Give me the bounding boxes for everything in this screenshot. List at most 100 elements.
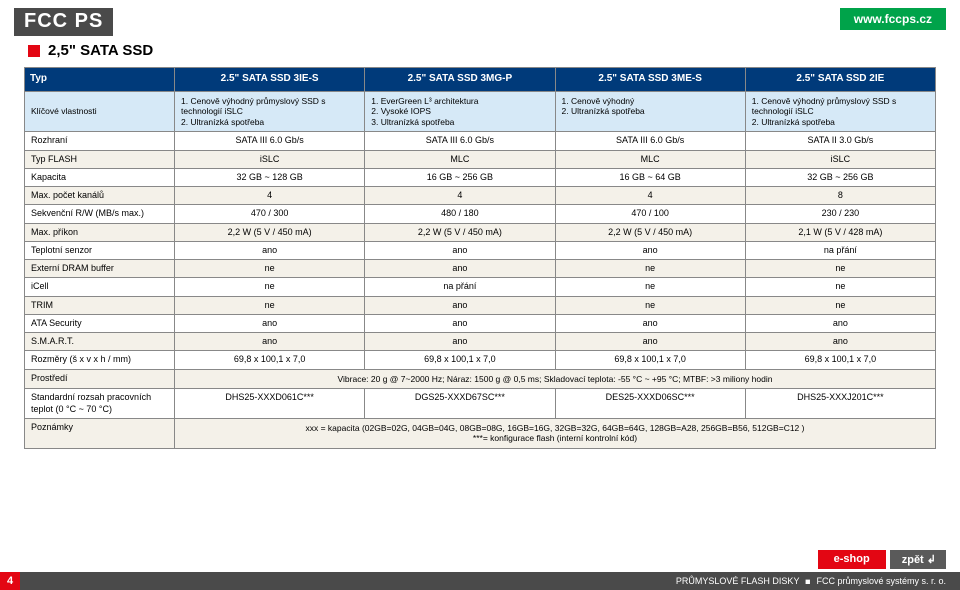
cell: SATA II 3.0 Gb/s <box>745 132 935 150</box>
cell: na přání <box>745 241 935 259</box>
cell: 4 <box>175 187 365 205</box>
cell: SATA III 6.0 Gb/s <box>365 132 555 150</box>
footer-bar: 4 PRŮMYSLOVÉ FLASH DISKY ◆ FCC průmyslov… <box>0 572 960 590</box>
cell: ne <box>555 296 745 314</box>
row-label: Rozhraní <box>25 132 175 150</box>
cell: ano <box>555 333 745 351</box>
cell: ano <box>175 333 365 351</box>
cell: SATA III 6.0 Gb/s <box>175 132 365 150</box>
cell-span: xxx = kapacita (02GB=02G, 04GB=04G, 08GB… <box>175 418 936 448</box>
cell: ne <box>745 296 935 314</box>
cell: ne <box>175 296 365 314</box>
cell-span: Vibrace: 20 g @ 7~2000 Hz; Náraz: 1500 g… <box>175 369 936 389</box>
cell: 69,8 x 100,1 x 7,0 <box>365 351 555 369</box>
cell: 1. Cenově výhodný 2. Ultranízká spotřeba <box>555 91 745 132</box>
cell: ne <box>555 278 745 296</box>
cell: ano <box>365 260 555 278</box>
cell: ano <box>745 314 935 332</box>
cell: ano <box>555 241 745 259</box>
row-label: Max. příkon <box>25 223 175 241</box>
row-label: Poznámky <box>25 418 175 448</box>
cell: 1. Cenově výhodný průmyslový SSD s techn… <box>745 91 935 132</box>
table-row: Rozměry (š x v x h / mm)69,8 x 100,1 x 7… <box>25 351 936 369</box>
spec-table-wrap: Typ 2.5" SATA SSD 3IE-S 2.5" SATA SSD 3M… <box>0 67 960 449</box>
row-label: Teplotní senzor <box>25 241 175 259</box>
cell: ne <box>175 278 365 296</box>
row-label: Klíčové vlastnosti <box>25 91 175 132</box>
row-label: Max. počet kanálů <box>25 187 175 205</box>
head-label: Typ <box>25 68 175 92</box>
cell: 69,8 x 100,1 x 7,0 <box>175 351 365 369</box>
cell: DHS25-XXXD061C*** <box>175 389 365 419</box>
table-row: ProstředíVibrace: 20 g @ 7~2000 Hz; Nára… <box>25 369 936 389</box>
footer-top: e-shop zpět ↲ <box>0 550 960 572</box>
cell: 2,2 W (5 V / 450 mA) <box>555 223 745 241</box>
diamond-icon: ◆ <box>803 576 814 587</box>
header: FCC PS www.fccps.cz <box>0 0 960 36</box>
cell: 4 <box>365 187 555 205</box>
table-row: Max. počet kanálů4448 <box>25 187 936 205</box>
cell: ano <box>365 314 555 332</box>
cell: MLC <box>365 150 555 168</box>
cell: 230 / 230 <box>745 205 935 223</box>
table-row: TRIMneanonene <box>25 296 936 314</box>
row-label: ATA Security <box>25 314 175 332</box>
cell: 4 <box>555 187 745 205</box>
cell: 69,8 x 100,1 x 7,0 <box>555 351 745 369</box>
table-row: Standardní rozsah pracovních teplot (0 °… <box>25 389 936 419</box>
table-row: Typ FLASHiSLCMLCMLCiSLC <box>25 150 936 168</box>
table-row: RozhraníSATA III 6.0 Gb/sSATA III 6.0 Gb… <box>25 132 936 150</box>
cell: 2,2 W (5 V / 450 mA) <box>175 223 365 241</box>
page-title: 2,5" SATA SSD <box>48 42 153 59</box>
table-row: Teplotní senzoranoanoanona přání <box>25 241 936 259</box>
url-badge[interactable]: www.fccps.cz <box>840 8 946 30</box>
row-label: Rozměry (š x v x h / mm) <box>25 351 175 369</box>
row-label: S.M.A.R.T. <box>25 333 175 351</box>
page-number: 4 <box>0 572 20 590</box>
table-row: ATA Securityanoanoanoano <box>25 314 936 332</box>
cell: iSLC <box>745 150 935 168</box>
cell: DHS25-XXXJ201C*** <box>745 389 935 419</box>
table-row: Poznámkyxxx = kapacita (02GB=02G, 04GB=0… <box>25 418 936 448</box>
table-row: Max. příkon2,2 W (5 V / 450 mA)2,2 W (5 … <box>25 223 936 241</box>
row-label: iCell <box>25 278 175 296</box>
cell: ne <box>745 278 935 296</box>
cell: ano <box>365 333 555 351</box>
cell: iSLC <box>175 150 365 168</box>
cell: ne <box>745 260 935 278</box>
cell: 2,1 W (5 V / 428 mA) <box>745 223 935 241</box>
cell: SATA III 6.0 Gb/s <box>555 132 745 150</box>
table-row-features: Klíčové vlastnosti1. Cenově výhodný prům… <box>25 91 936 132</box>
table-row: S.M.A.R.T.anoanoanoano <box>25 333 936 351</box>
cell: ne <box>175 260 365 278</box>
page-title-row: 2,5" SATA SSD <box>0 36 960 67</box>
cell: ano <box>175 314 365 332</box>
cell: 480 / 180 <box>365 205 555 223</box>
cell: MLC <box>555 150 745 168</box>
bullet-icon <box>28 45 40 57</box>
spec-table: Typ 2.5" SATA SSD 3IE-S 2.5" SATA SSD 3M… <box>24 67 936 449</box>
col-header: 2.5" SATA SSD 3MG-P <box>365 68 555 92</box>
col-header: 2.5" SATA SSD 3ME-S <box>555 68 745 92</box>
footer-right-text: FCC průmyslové systémy s. r. o. <box>816 576 946 586</box>
eshop-button[interactable]: e-shop <box>818 550 886 569</box>
back-button[interactable]: zpět ↲ <box>890 550 946 569</box>
row-label: Sekvenční R/W (MB/s max.) <box>25 205 175 223</box>
row-label: Prostředí <box>25 369 175 389</box>
footer: e-shop zpět ↲ 4 PRŮMYSLOVÉ FLASH DISKY ◆… <box>0 550 960 590</box>
footer-left: PRŮMYSLOVÉ FLASH DISKY <box>676 576 799 586</box>
table-row: Sekvenční R/W (MB/s max.)470 / 300480 / … <box>25 205 936 223</box>
cell: 16 GB ~ 256 GB <box>365 168 555 186</box>
row-label: Kapacita <box>25 168 175 186</box>
cell: 1. Cenově výhodný průmyslový SSD s techn… <box>175 91 365 132</box>
cell: 8 <box>745 187 935 205</box>
cell: ne <box>555 260 745 278</box>
col-header: 2.5" SATA SSD 3IE-S <box>175 68 365 92</box>
logo: FCC PS <box>14 8 113 36</box>
table-row: Kapacita32 GB ~ 128 GB16 GB ~ 256 GB16 G… <box>25 168 936 186</box>
table-row: Externí DRAM bufferneanonene <box>25 260 936 278</box>
cell: ano <box>175 241 365 259</box>
row-label: Externí DRAM buffer <box>25 260 175 278</box>
row-label: Standardní rozsah pracovních teplot (0 °… <box>25 389 175 419</box>
cell: 32 GB ~ 256 GB <box>745 168 935 186</box>
